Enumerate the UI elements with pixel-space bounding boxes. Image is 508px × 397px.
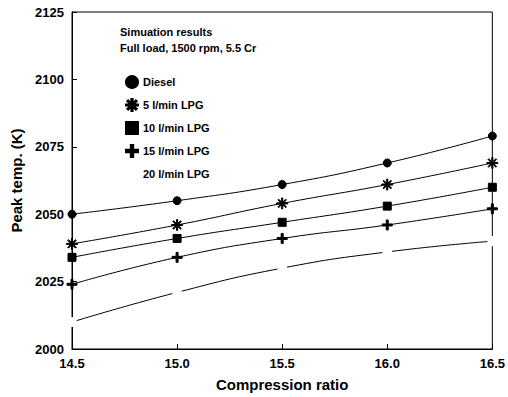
svg-text:20 l/min LPG: 20 l/min LPG <box>143 168 210 180</box>
svg-text:2125: 2125 <box>35 5 64 20</box>
svg-text:14.5: 14.5 <box>59 356 84 371</box>
svg-text:Full load, 1500 rpm, 5.5 Cr: Full load, 1500 rpm, 5.5 Cr <box>120 42 257 54</box>
svg-text:Simuation results: Simuation results <box>120 26 212 38</box>
svg-text:15.5: 15.5 <box>270 356 295 371</box>
svg-text:2025: 2025 <box>35 274 64 289</box>
svg-text:16.5: 16.5 <box>480 356 505 371</box>
svg-text:15 l/min LPG: 15 l/min LPG <box>143 145 210 157</box>
svg-text:16.0: 16.0 <box>375 356 400 371</box>
svg-text:Diesel: Diesel <box>143 76 175 88</box>
svg-text:2050: 2050 <box>35 207 64 222</box>
svg-text:5 l/min LPG: 5 l/min LPG <box>143 99 204 111</box>
svg-text:Peak temp. (K): Peak temp. (K) <box>8 128 25 232</box>
svg-text:2000: 2000 <box>35 342 64 357</box>
svg-text:Compression ratio: Compression ratio <box>216 376 349 393</box>
svg-text:10 l/min LPG: 10 l/min LPG <box>143 122 210 134</box>
svg-text:15.0: 15.0 <box>164 356 189 371</box>
svg-text:2100: 2100 <box>35 72 64 87</box>
svg-text:2075: 2075 <box>35 139 64 154</box>
